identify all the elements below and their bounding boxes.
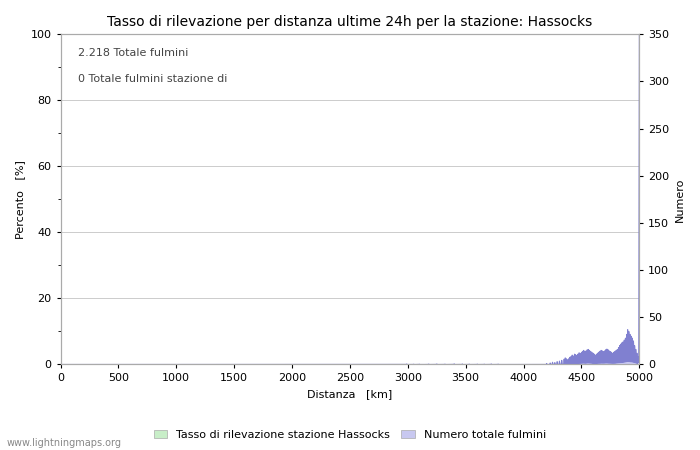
Y-axis label: Numero: Numero (675, 177, 685, 221)
Text: www.lightningmaps.org: www.lightningmaps.org (7, 438, 122, 448)
Title: Tasso di rilevazione per distanza ultime 24h per la stazione: Hassocks: Tasso di rilevazione per distanza ultime… (107, 15, 593, 29)
Text: 0 Totale fulmini stazione di: 0 Totale fulmini stazione di (78, 74, 228, 84)
Y-axis label: Percento   [%]: Percento [%] (15, 160, 25, 239)
Text: 2.218 Totale fulmini: 2.218 Totale fulmini (78, 48, 188, 58)
Legend: Tasso di rilevazione stazione Hassocks, Numero totale fulmini: Tasso di rilevazione stazione Hassocks, … (154, 430, 546, 440)
X-axis label: Distanza   [km]: Distanza [km] (307, 389, 393, 399)
